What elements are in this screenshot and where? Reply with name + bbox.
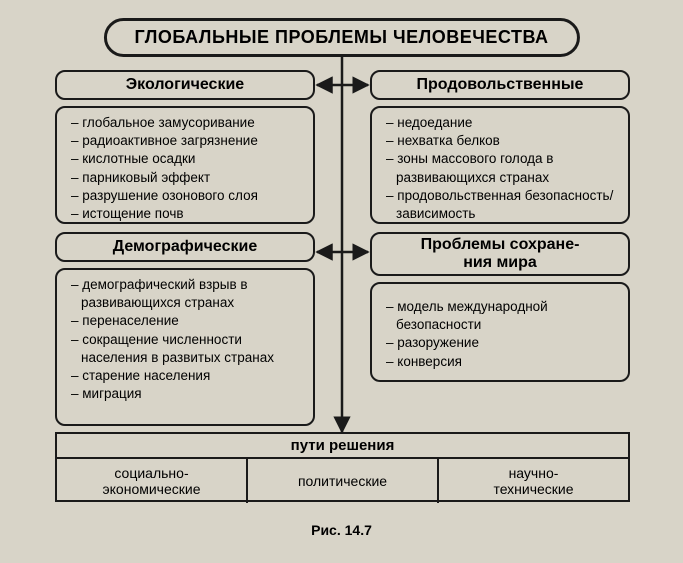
list-item: – истощение почв [67,205,303,223]
solution-cell-1: политические [246,459,437,503]
list-item: – модель международной безопасности [382,298,618,334]
list-item: – недоедание [382,114,618,132]
list-eco: – глобальное замусоривание– радиоактивно… [55,106,315,224]
list-item: – разоружение [382,334,618,352]
list-item: – продовольственная безопасность/зависим… [382,187,618,223]
list-item: – перенаселение [67,312,303,330]
category-demo: Демографические [55,232,315,262]
category-peace-line2: ния мира [463,254,537,272]
list-peace: – модель международной безопасности– раз… [370,282,630,382]
list-item: – сокращение численности населения в раз… [67,331,303,367]
list-food: – недоедание– нехватка белков– зоны масс… [370,106,630,224]
figure-caption: Рис. 14.7 [311,522,372,538]
list-item: – конверсия [382,353,618,371]
diagram-page: ГЛОБАЛЬНЫЕ ПРОБЛЕМЫ ЧЕЛОВЕЧЕСТВА Экологи… [0,0,683,563]
list-item: – кислотные осадки [67,150,303,168]
diagram-title: ГЛОБАЛЬНЫЕ ПРОБЛЕМЫ ЧЕЛОВЕЧЕСТВА [103,18,579,57]
solutions-title: пути решения [57,434,628,459]
list-item: – парниковый эффект [67,169,303,187]
category-peace-line1: Проблемы сохране- [421,236,580,254]
list-item: – радиоактивное загрязнение [67,132,303,150]
solution-cell-2: научно-технические [437,459,628,503]
list-item: – старение населения [67,367,303,385]
list-item: – глобальное замусоривание [67,114,303,132]
list-item: – миграция [67,385,303,403]
list-item: – нехватка белков [382,132,618,150]
list-item: – зоны массового голода в развивающихся … [382,150,618,186]
list-demo: – демографический взрыв в развивающихся … [55,268,315,426]
list-item: – разрушение озонового слоя [67,187,303,205]
list-item: – демографический взрыв в развивающихся … [67,276,303,312]
solution-cell-0: социально-экономические [57,459,246,503]
solutions-cells: социально-экономические политические нау… [57,459,628,503]
category-eco: Экологические [55,70,315,100]
category-food: Продовольственные [370,70,630,100]
category-peace: Проблемы сохране- ния мира [370,232,630,276]
solutions-box: пути решения социально-экономические пол… [55,432,630,502]
